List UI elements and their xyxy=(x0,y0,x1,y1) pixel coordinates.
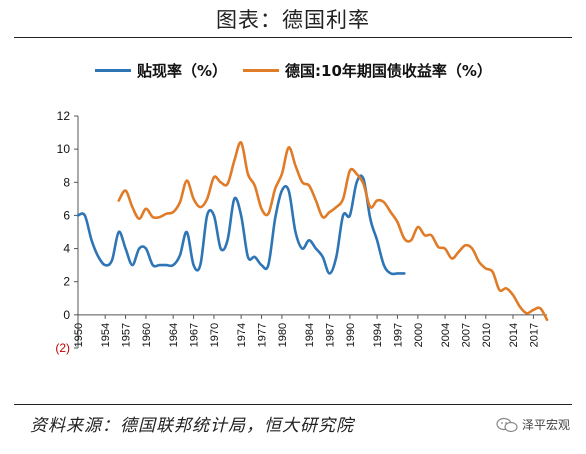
line-chart: 12 10 8 6 4 2 0 (2)1950 1954 1957 1960 1964 1967 1970… xyxy=(55,109,549,355)
x-tick-label: 1960 xyxy=(141,323,153,347)
legend-item-bond-yield: 德国:10年期国债收益率（%） xyxy=(243,60,492,81)
legend-label-bond-yield: 德国:10年期国债收益率（%） xyxy=(285,62,492,80)
legend-swatch-bond-yield xyxy=(243,69,280,72)
x-tick-label: 2014 xyxy=(508,323,520,347)
brand-badge: 泽平宏观 xyxy=(496,416,570,433)
y-tick-label: 8 xyxy=(63,175,70,189)
y-tick-label: 6 xyxy=(63,208,70,222)
x-tick-label: 1964 xyxy=(168,323,180,347)
x-tick-label: 1970 xyxy=(209,323,221,347)
wechat-bubble-icon xyxy=(496,417,518,432)
x-tick-label: 1977 xyxy=(257,323,269,347)
x-tick-label: 1957 xyxy=(121,323,133,347)
source-note: 资料来源：德国联邦统计局，恒大研究院 xyxy=(30,416,354,436)
x-tick-label: 1980 xyxy=(277,323,289,347)
legend-label-discount-rate: 贴现率（%） xyxy=(137,62,228,80)
x-tick-label: 2017 xyxy=(528,323,540,347)
y-tick-label: 12 xyxy=(57,109,71,123)
x-tick-label: 1967 xyxy=(189,323,201,347)
x-tick-label: 1994 xyxy=(372,323,384,347)
y-tick-label: 2 xyxy=(63,275,70,289)
legend-swatch-discount-rate xyxy=(95,69,131,72)
source-rule xyxy=(14,404,572,405)
x-tick-label: 2007 xyxy=(460,323,472,347)
y-tick-label: 10 xyxy=(57,142,71,156)
x-tick-label: 1984 xyxy=(304,323,316,347)
series-line-discount-rate xyxy=(76,174,406,276)
legend-item-discount-rate: 贴现率（%） xyxy=(95,60,227,81)
brand-name: 泽平宏观 xyxy=(521,418,570,432)
x-tick-label: 2010 xyxy=(481,323,493,347)
x-tick-label: 1990 xyxy=(345,323,357,347)
y-tick-label: 4 xyxy=(63,242,70,256)
x-tick-label: 1950 xyxy=(73,323,85,347)
x-tick-label: 2000 xyxy=(413,323,425,347)
y-tick-label: (2) xyxy=(55,341,70,355)
x-tick-label: 1974 xyxy=(236,323,248,347)
series-line-bond-yield xyxy=(117,141,549,322)
x-tick-label: 1997 xyxy=(392,323,404,347)
y-tick-label: 0 xyxy=(63,308,70,322)
x-tick-label: 2004 xyxy=(440,323,452,347)
chart-title: 图表：德国利率 xyxy=(216,8,370,32)
chart-legend: 贴现率（%） 德国:10年期国债收益率（%） xyxy=(95,60,508,81)
x-tick-label: 1987 xyxy=(324,323,336,347)
x-tick-label: 1954 xyxy=(100,323,112,347)
title-rule xyxy=(14,37,572,38)
